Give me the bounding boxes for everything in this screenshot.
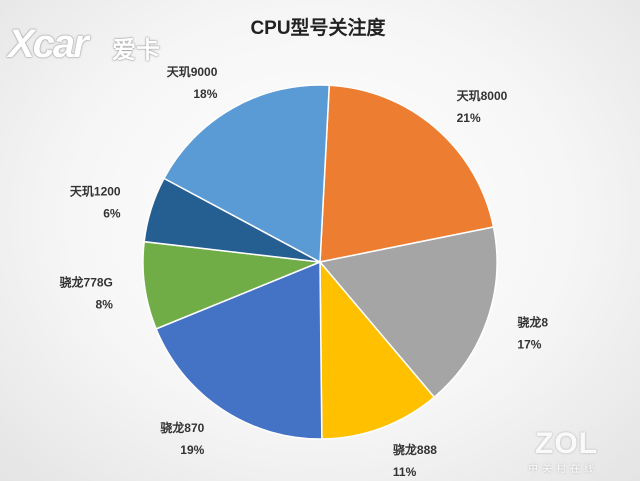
slice-label-5: 天玑1200 xyxy=(70,185,121,199)
slice-pct-0: 21% xyxy=(457,111,481,125)
slice-label-3: 骁龙870 xyxy=(160,420,204,435)
slice-pct-5: 6% xyxy=(103,207,121,221)
slice-label-0: 天玑8000 xyxy=(457,89,508,103)
xcar-logo: Xcar xyxy=(8,22,89,66)
pie-slice-2 xyxy=(319,259,436,440)
slice-pct-2: 11% xyxy=(393,465,417,479)
pie-slice-4 xyxy=(142,240,321,330)
xcar-logo-cn: 爱卡 xyxy=(112,36,160,64)
pie-slice-3 xyxy=(155,260,323,440)
pie-slice-0 xyxy=(319,84,495,263)
slice-pct-1: 17% xyxy=(517,338,541,352)
slice-pct-4: 8% xyxy=(96,297,114,311)
slice-label-4: 骁龙778G xyxy=(60,274,113,289)
pie-slice-1 xyxy=(318,226,498,399)
slice-label-1: 骁龙8 xyxy=(517,315,548,330)
zol-watermark: ZOL xyxy=(535,427,598,460)
slice-label-6: 天玑9000 xyxy=(167,65,218,79)
slice-pct-3: 19% xyxy=(180,443,204,457)
pie-labels: 天玑8000 21% 骁龙8 17% 骁龙888 11% 骁龙870 19% 骁龙778G 8% 天… xyxy=(60,65,549,479)
slice-pct-6: 18% xyxy=(193,87,217,101)
pie-slices xyxy=(142,84,498,440)
pie-slice-6 xyxy=(162,84,331,264)
chart-title: CPU型号关注度 xyxy=(250,16,386,39)
zol-watermark-sub: 中关村在线 xyxy=(528,464,598,475)
slice-label-2: 骁龙888 xyxy=(393,442,437,457)
